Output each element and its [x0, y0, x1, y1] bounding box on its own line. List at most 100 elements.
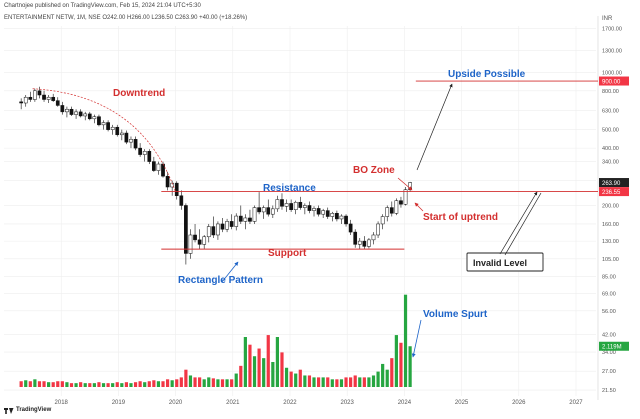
volume-bar — [385, 369, 389, 387]
candle-body — [312, 208, 316, 211]
volume-bar — [408, 346, 412, 387]
candle-body — [202, 236, 207, 245]
candle-body — [147, 151, 152, 162]
volume-bar — [106, 383, 110, 387]
candle-body — [69, 108, 74, 115]
candle-body — [129, 139, 133, 143]
volume-bar — [147, 381, 151, 387]
volume-bar — [83, 383, 87, 387]
volume-bar — [390, 358, 394, 387]
volume-tag — [599, 341, 629, 351]
volume-bar — [303, 375, 307, 387]
volume-bar — [138, 381, 142, 387]
volume-bar — [51, 382, 55, 387]
candle-body — [321, 210, 326, 215]
volume-bar — [394, 335, 398, 387]
candle-body — [325, 210, 330, 217]
candle-body — [156, 163, 161, 171]
price-tag-label: 263.90 — [602, 181, 621, 187]
volume-bar — [371, 375, 376, 387]
level-layer — [161, 80, 598, 250]
candle-body — [23, 96, 28, 104]
volume-bar — [252, 356, 257, 387]
volume-tag-label: 2.119M — [602, 345, 622, 351]
candle-body — [394, 200, 399, 214]
volume-bar — [124, 382, 129, 387]
candle-body — [42, 94, 46, 100]
candle-body — [376, 223, 380, 236]
volume-bar — [326, 377, 330, 387]
price-tag — [599, 178, 629, 188]
candle-body — [60, 105, 65, 113]
volume-bar — [24, 380, 28, 387]
volume-bar — [243, 337, 247, 387]
volume-bar — [289, 371, 293, 387]
candle-body — [46, 96, 51, 100]
candle-body — [344, 215, 348, 225]
publisher-line: Chartnojee published on TradingView.com,… — [4, 3, 201, 9]
candle-body — [83, 113, 88, 117]
volume-bar — [220, 379, 225, 387]
candle-body — [87, 113, 92, 120]
volume-bar — [403, 294, 408, 387]
candle-body — [284, 203, 289, 207]
candle-body — [193, 234, 197, 241]
volume-bar — [335, 379, 339, 387]
invalid-arrow-a — [499, 191, 538, 255]
volume-bar — [353, 375, 357, 387]
candle-body — [298, 201, 303, 208]
volume-bar — [207, 377, 211, 387]
volume-bar — [179, 377, 183, 387]
volume-bar — [344, 377, 348, 387]
price-tick-label: 27.00 — [602, 369, 616, 375]
support-label: Support — [268, 248, 307, 259]
candle-body — [152, 161, 156, 171]
candle-body — [403, 189, 408, 205]
candle-body — [211, 226, 216, 236]
volume-bar — [230, 379, 234, 387]
year-tick-label: 2022 — [283, 400, 297, 406]
candle-body — [37, 90, 42, 96]
volume-bar — [271, 362, 275, 387]
candle-body — [243, 217, 248, 222]
candle-body — [270, 208, 275, 215]
volume-bar — [225, 379, 229, 387]
tradingview-brand: TradingView — [16, 407, 52, 413]
price-tick-label: 500.00 — [602, 128, 619, 134]
volume-bar — [381, 363, 385, 387]
volume-bar — [262, 358, 266, 387]
year-tick-label: 2018 — [55, 400, 69, 406]
invalid-level-box — [466, 252, 544, 272]
year-tick-label: 2023 — [341, 400, 355, 406]
candle-body — [293, 201, 298, 210]
candle-body — [28, 96, 33, 100]
volume-bar — [111, 383, 115, 387]
volume-bar — [339, 379, 344, 387]
volume-bar — [33, 379, 37, 387]
candle-body — [174, 182, 179, 196]
price-tick-label: 800.00 — [602, 89, 619, 95]
volume-bar — [193, 377, 197, 387]
candle-body — [238, 215, 243, 222]
candle-body — [385, 207, 390, 217]
candle-body — [389, 207, 394, 214]
price-tag — [599, 187, 629, 197]
candle-body — [74, 111, 78, 115]
volume-bar — [19, 381, 23, 387]
year-tick-label: 2020 — [169, 400, 183, 406]
volume-bar — [152, 380, 156, 387]
candle-body — [220, 223, 225, 230]
volume-bar — [349, 377, 353, 387]
volume-bar — [321, 377, 325, 387]
volume-bar — [188, 375, 193, 387]
volume-bar — [358, 377, 362, 387]
candle-layer — [19, 86, 412, 265]
candle-body — [216, 223, 220, 236]
candle-body — [19, 101, 24, 104]
price-tick-label: 400.00 — [602, 146, 619, 152]
volume-bar — [211, 378, 215, 387]
candle-body — [280, 199, 284, 207]
candle-body — [133, 139, 138, 149]
